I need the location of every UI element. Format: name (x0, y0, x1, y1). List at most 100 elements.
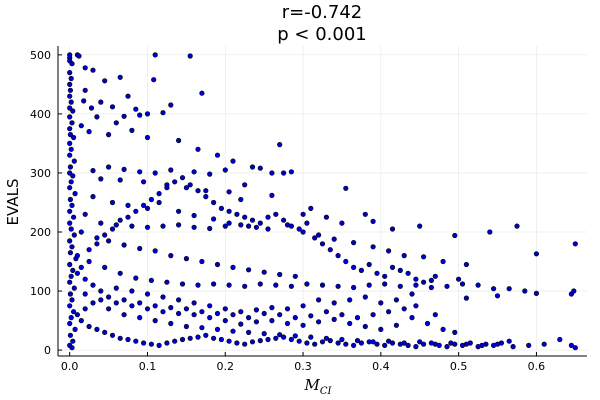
data-point (156, 199, 162, 206)
gridlines (58, 46, 587, 356)
data-point (67, 303, 73, 309)
data-point (296, 338, 302, 344)
data-point (362, 294, 368, 300)
data-point (71, 285, 77, 291)
data-point (253, 319, 259, 325)
data-point (242, 214, 248, 220)
data-point (137, 112, 143, 118)
data-point (323, 309, 330, 315)
data-point (88, 105, 95, 111)
data-point (281, 217, 287, 223)
x-tick-label: 0.6 (528, 360, 546, 373)
data-point (253, 224, 259, 230)
data-point (273, 282, 279, 288)
data-point (69, 202, 75, 208)
data-point (218, 205, 224, 211)
data-point (69, 120, 75, 126)
data-point (498, 340, 505, 346)
data-point (304, 220, 310, 226)
data-point (78, 229, 84, 235)
data-point (284, 320, 291, 327)
data-point (491, 342, 497, 349)
data-point (70, 173, 76, 179)
data-point (487, 229, 493, 235)
data-point (199, 309, 205, 315)
data-point (230, 264, 236, 271)
data-point (230, 312, 236, 318)
data-point (67, 196, 73, 203)
data-point (238, 222, 244, 228)
data-point (76, 53, 82, 59)
data-point (284, 306, 291, 312)
data-point (273, 211, 279, 217)
data-point (203, 194, 209, 200)
data-point (179, 336, 186, 343)
data-point (69, 244, 75, 250)
data-point (68, 75, 74, 82)
data-point (187, 182, 193, 188)
data-point (366, 339, 372, 345)
data-point (533, 251, 540, 257)
data-point (156, 191, 162, 197)
data-point (452, 232, 458, 239)
data-point (152, 170, 158, 176)
data-point (436, 342, 442, 349)
data-point (105, 164, 112, 170)
data-point (70, 108, 76, 114)
data-point (475, 282, 481, 288)
data-point (226, 338, 232, 344)
data-point (144, 306, 151, 312)
data-point (393, 322, 400, 328)
data-point (164, 340, 170, 346)
data-point (102, 264, 108, 271)
data-point (164, 279, 170, 285)
data-point (242, 283, 248, 289)
data-point (277, 271, 283, 278)
data-point (133, 208, 139, 214)
data-point (121, 312, 127, 318)
data-point (261, 331, 267, 337)
data-point (246, 329, 252, 336)
data-point (238, 321, 244, 327)
y-tick-label: 300 (30, 167, 51, 180)
data-point (121, 242, 127, 248)
data-point (374, 270, 380, 276)
data-point (90, 194, 96, 200)
data-point (300, 303, 306, 309)
data-point (133, 275, 139, 281)
data-point (78, 123, 84, 129)
data-point (67, 69, 73, 76)
data-point (211, 335, 217, 341)
data-point (69, 61, 75, 67)
data-point (90, 282, 96, 288)
data-point (533, 290, 540, 297)
data-point (98, 288, 104, 294)
data-point (195, 282, 201, 288)
data-point (308, 334, 314, 340)
data-point (67, 279, 73, 285)
data-point (67, 132, 73, 138)
data-point (351, 240, 357, 246)
data-point (467, 340, 473, 346)
data-point (72, 326, 78, 333)
data-point (238, 309, 244, 315)
data-point (82, 211, 88, 217)
y-tick-label: 200 (30, 226, 51, 239)
data-point (319, 282, 326, 288)
data-point (176, 137, 182, 144)
data-point (413, 303, 419, 309)
data-point (67, 291, 73, 297)
data-point (386, 248, 392, 254)
data-point (195, 188, 201, 194)
data-point (257, 281, 263, 287)
data-point (331, 300, 337, 306)
data-point (129, 288, 135, 294)
data-point (456, 276, 462, 282)
data-point (347, 320, 353, 327)
data-point (160, 110, 166, 116)
data-point (211, 216, 217, 222)
data-point (117, 177, 123, 183)
data-point (397, 341, 403, 347)
data-point (195, 146, 201, 152)
data-point (109, 226, 116, 232)
